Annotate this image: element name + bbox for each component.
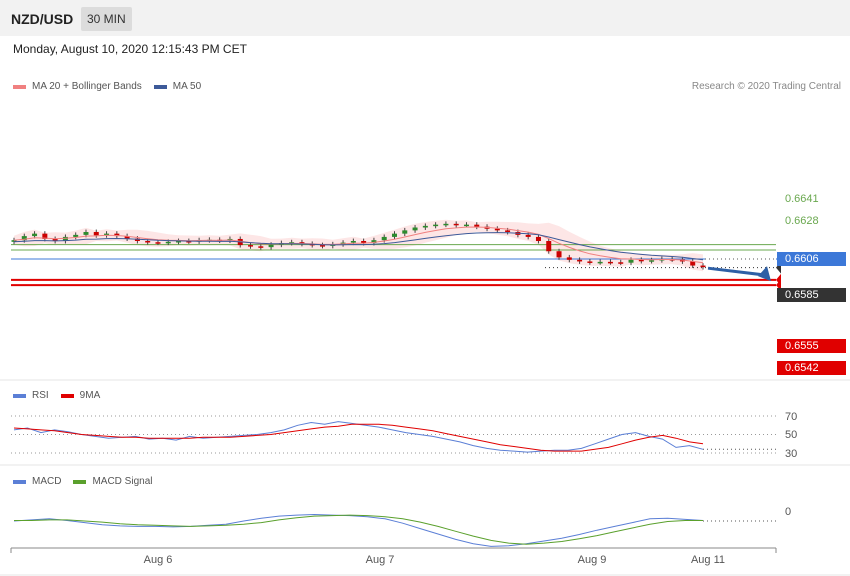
candle-body	[371, 240, 377, 244]
candle-body	[546, 241, 552, 252]
x-label-aug7: Aug 7	[365, 554, 395, 566]
candle-body	[165, 241, 171, 244]
candle-body	[114, 233, 120, 237]
macd-line	[13, 513, 704, 547]
level-tag-0.6606: 0.6606	[777, 252, 846, 266]
price-legend: MA 20 + Bollinger Bands MA 50	[13, 81, 201, 92]
candle-body	[638, 259, 644, 262]
candle-body	[402, 230, 408, 234]
rsi-tick-70: 70	[785, 411, 798, 423]
candle-body	[42, 233, 48, 239]
candle-body	[350, 241, 356, 243]
candle-body	[52, 238, 58, 242]
level-tag-0.6542: 0.6542	[777, 361, 846, 375]
candle-body	[155, 242, 161, 244]
candle-body	[104, 233, 110, 236]
candle-body	[391, 233, 397, 237]
candle-body	[412, 227, 418, 231]
candle-body	[21, 236, 27, 241]
credit-text: Research © 2020 Trading Central	[691, 81, 841, 92]
macd-signal-swatch	[73, 479, 87, 484]
rsi-legend-label: RSI	[32, 390, 49, 401]
level-label-0.6628: 0.6628	[785, 215, 819, 227]
ma-bb-legend-label: MA 20 + Bollinger Bands	[32, 81, 142, 92]
level-tag-0.6555: 0.6555	[777, 339, 846, 353]
candle-body	[700, 265, 706, 268]
forecast-arrow-head	[758, 266, 771, 282]
candle-body	[248, 245, 254, 247]
candle-body	[124, 236, 130, 239]
rsi-ma-line	[13, 423, 704, 452]
rsi-ma-legend-label: 9MA	[79, 390, 101, 401]
rsi-tick-50: 50	[785, 429, 798, 441]
rsi-ma-swatch	[60, 393, 74, 398]
rsi-panel	[0, 381, 850, 464]
candle-body	[587, 261, 593, 263]
candle-body	[690, 261, 696, 266]
x-label-aug6: Aug 6	[143, 554, 173, 566]
macd-legend-label: MACD	[32, 476, 62, 487]
candle-body	[628, 259, 634, 263]
candle-body	[134, 238, 140, 242]
candle-body	[463, 224, 469, 227]
rsi-legend: RSI 9MA	[13, 390, 100, 401]
candle-body	[535, 236, 541, 242]
candle-body	[443, 223, 449, 226]
candle-body	[32, 233, 38, 237]
candle-body	[433, 224, 439, 227]
candle-body	[474, 224, 480, 227]
candle-body	[73, 234, 79, 237]
macd-legend: MACD MACD Signal	[13, 476, 152, 487]
ma50-swatch	[153, 84, 167, 89]
rsi-swatch	[13, 393, 26, 398]
candle-body	[597, 261, 603, 264]
timestamp: Monday, August 10, 2020 12:15:43 PM CET	[13, 42, 247, 56]
candle-body	[320, 245, 326, 247]
macd-signal-legend-label: MACD Signal	[92, 476, 153, 487]
macd-zero-tick: 0	[785, 506, 792, 518]
candle-body	[494, 228, 500, 231]
macd-signal-line	[14, 514, 703, 545]
candle-body	[618, 262, 624, 264]
candle-body	[649, 260, 655, 262]
level-label-0.6641: 0.6641	[785, 193, 819, 205]
current-price-tag: 0.6585	[777, 288, 846, 302]
candle-body	[258, 246, 264, 248]
candle-body	[186, 241, 192, 243]
chart-header: NZD/USD 30 MIN	[0, 0, 850, 36]
candle-body	[62, 236, 68, 242]
timeframe-badge[interactable]: 30 MIN	[81, 7, 132, 31]
ma50-line	[13, 232, 704, 261]
x-label-aug11: Aug 11	[690, 554, 726, 566]
candle-body	[577, 259, 583, 262]
candle-body	[361, 241, 367, 244]
price-panel	[0, 36, 850, 379]
macd-swatch	[13, 479, 26, 484]
candle-body	[268, 244, 274, 248]
candle-body	[93, 232, 99, 236]
candle-body	[422, 225, 428, 228]
candle-body	[556, 251, 562, 258]
rsi-tick-30: 30	[785, 448, 798, 460]
ma20-line	[13, 226, 704, 264]
candle-body	[176, 241, 182, 243]
candle-body	[566, 257, 572, 260]
x-label-aug9: Aug 9	[577, 554, 607, 566]
candle-body	[11, 240, 17, 242]
bollinger-band	[14, 219, 703, 272]
candle-body	[145, 241, 151, 243]
candle-body	[607, 261, 613, 264]
candle-body	[525, 234, 531, 237]
ma-bb-swatch	[13, 84, 26, 89]
candle-body	[453, 223, 459, 226]
macd-panel	[0, 466, 850, 574]
symbol-title: NZD/USD	[11, 11, 74, 27]
candle-body	[381, 236, 387, 241]
ma50-legend-label: MA 50	[172, 81, 202, 92]
candle-body	[505, 230, 511, 233]
forecast-arrow	[707, 266, 767, 277]
candle-body	[83, 232, 89, 235]
